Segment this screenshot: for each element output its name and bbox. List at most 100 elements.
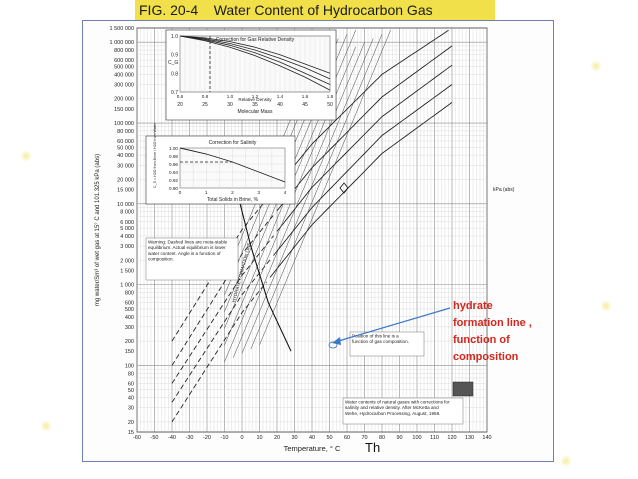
density-rd-tick: 0.8 <box>202 94 209 99</box>
x-tick-label: -50 <box>151 435 159 441</box>
background-sparkle <box>560 455 572 467</box>
density-curve <box>179 35 331 85</box>
background-sparkle <box>590 60 602 72</box>
density-rd-tick: 1.8 <box>327 94 334 99</box>
warning-note-box <box>145 237 239 281</box>
y-tick-label: 50 <box>128 388 134 394</box>
x-tick-label: -20 <box>203 435 211 441</box>
y-tick-label: 1 500 <box>120 268 134 274</box>
warning-note: Warning: Dashed lines are meta-stable <box>148 240 228 245</box>
pressure-unit-label: kPa (abs) <box>493 187 515 193</box>
density-x-tick: 45 <box>302 102 308 108</box>
x-tick-label: 70 <box>361 435 367 441</box>
y-tick-label: 500 000 <box>114 65 134 71</box>
x-tick-label: 10 <box>256 435 262 441</box>
density-y-tick: 0.8 <box>171 71 178 77</box>
salinity-x-tick: 3 <box>257 190 260 196</box>
density-rd-tick: 1.2 <box>252 94 259 99</box>
density-rd-tick: 0.6 <box>177 94 184 99</box>
y-tick-label: 800 <box>125 290 134 296</box>
position-note-box <box>349 331 425 357</box>
y-tick-label: 40 000 <box>117 153 134 159</box>
y-tick-label: 150 <box>125 349 134 355</box>
y-tick-label: 1 000 000 <box>110 40 134 46</box>
x-tick-label: 90 <box>396 435 402 441</box>
density-rd-tick: 1.0 <box>227 94 234 99</box>
density-y-label: C_G <box>168 60 178 66</box>
gpsa-logo-mark <box>452 381 474 397</box>
y-tick-label: 10 000 <box>117 202 134 208</box>
series-line-metastable <box>171 235 274 384</box>
density-x-tick: 35 <box>252 102 258 108</box>
density-x-tick: 25 <box>202 102 208 108</box>
density-rd-tick: 1.4 <box>277 94 284 99</box>
x-tick-label: -60 <box>133 435 141 441</box>
density-x-tick: 50 <box>327 102 333 108</box>
source-note-box <box>342 397 464 425</box>
x-tick-label: -10 <box>221 435 229 441</box>
y-tick-label: 200 000 <box>114 97 134 103</box>
y-tick-label: 150 000 <box>114 107 134 113</box>
density-x-tick: 20 <box>177 102 183 108</box>
annotation-line: composition <box>453 351 519 363</box>
source-note: salinity and relative density. After McK… <box>345 405 439 410</box>
density-rd-tick: 1.6 <box>302 94 309 99</box>
salinity-x-tick: 1 <box>205 190 208 196</box>
salinity-x-tick: 4 <box>284 190 287 196</box>
y-tick-label: 30 <box>128 406 134 412</box>
x-tick-label: 40 <box>309 435 315 441</box>
salinity-y-tick: 0.92 <box>169 178 178 183</box>
annotation-arrow <box>334 307 451 343</box>
density-y-tick: 0.9 <box>171 53 178 59</box>
density-x-tick: 40 <box>277 102 283 108</box>
y-tick-label: 400 <box>125 315 134 321</box>
salinity-y-label: C_S = H2O from Brine / H2O from Water <box>153 122 157 188</box>
y-tick-label: 200 <box>125 339 134 345</box>
background-sparkle <box>600 300 612 312</box>
source-note: Water contents of natural gases with cor… <box>345 400 450 405</box>
y-tick-label: 600 <box>125 301 134 307</box>
salinity-y-tick: 0.90 <box>169 186 178 191</box>
y-tick-label: 8 000 <box>120 210 134 216</box>
density-y-tick: 1.0 <box>171 34 178 40</box>
salinity-y-tick: 1.00 <box>169 146 178 151</box>
y-tick-label: 50 000 <box>117 145 134 151</box>
x-tick-label: 100 <box>412 435 421 441</box>
warning-note: equilibrium. Actual equilibrium is lower <box>148 245 226 250</box>
y-tick-label: 20 <box>128 420 134 426</box>
y-tick-label: 15 <box>128 430 134 436</box>
y-tick-label: 100 000 <box>114 121 134 127</box>
x-tick-label: 80 <box>379 435 385 441</box>
y-tick-label: 300 <box>125 325 134 331</box>
density-y-tick: 0.7 <box>171 90 178 96</box>
salinity-y-tick: 0.94 <box>169 170 178 175</box>
slide-title-band: FIG. 20-4 Water Content of Hydrocarbon G… <box>135 0 495 21</box>
source-note: Wehe, Hydrocarbon Processing, August, 19… <box>345 411 440 416</box>
annotation-arrowhead <box>332 337 341 345</box>
pressure-curve <box>241 38 374 354</box>
density-rd-label: Relative Density <box>238 97 272 102</box>
y-tick-label: 60 <box>128 381 134 387</box>
y-tick-label: 60 000 <box>117 139 134 145</box>
series-line-metastable <box>171 214 274 366</box>
hydrate-annotation: hydrate formation line , function of com… <box>453 298 532 366</box>
y-tick-label: 6 000 <box>120 220 134 226</box>
annotation-line: formation line , <box>453 317 532 329</box>
y-tick-label: 600 000 <box>114 58 134 64</box>
series-line <box>269 102 453 278</box>
y-tick-label: 3 000 <box>120 244 134 250</box>
y-tick-label: 4 000 <box>120 234 134 240</box>
example-marker <box>339 182 349 194</box>
y-tick-label: 40 <box>128 396 134 402</box>
hydrate-formation-line <box>237 197 292 352</box>
position-note: Position of this line is a <box>352 334 399 339</box>
y-axis-label: mg water/Sm³ of wet gas at 15° C and 101… <box>95 154 101 306</box>
pressure-curve <box>250 34 383 350</box>
series-line <box>273 84 453 256</box>
x-axis-label: Temperature, ° C <box>284 444 341 453</box>
salinity-y-tick: 0.98 <box>169 154 178 159</box>
footer-text-fragment: Th <box>365 440 381 455</box>
x-tick-label: 140 <box>482 435 491 441</box>
pressure-curve <box>233 42 365 358</box>
y-tick-label: 80 <box>128 371 134 377</box>
